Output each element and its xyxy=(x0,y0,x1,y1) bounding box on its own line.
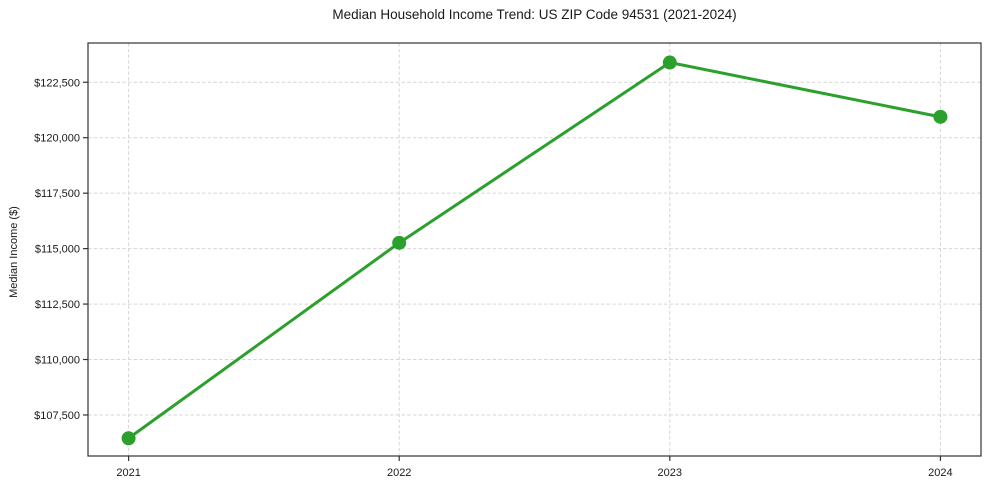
y-tick-label: $120,000 xyxy=(34,133,80,145)
y-tick-label: $107,500 xyxy=(34,410,80,422)
data-point xyxy=(933,109,948,124)
y-tick-label: $112,500 xyxy=(35,299,80,311)
data-point xyxy=(121,431,136,446)
y-tick-label: $115,000 xyxy=(35,244,80,256)
x-tick-label: 2022 xyxy=(387,467,411,479)
chart-title: Median Household Income Trend: US ZIP Co… xyxy=(332,7,737,22)
x-tick-label: 2023 xyxy=(658,467,682,479)
data-point xyxy=(662,55,677,70)
x-tick-label: 2021 xyxy=(116,467,140,479)
data-point xyxy=(392,235,407,250)
x-tick-label: 2024 xyxy=(928,467,952,479)
y-tick-label: $122,500 xyxy=(34,77,80,89)
y-tick-label: $117,500 xyxy=(35,188,80,200)
trend-line xyxy=(127,61,942,440)
y-axis-label: Median Income ($) xyxy=(8,206,20,298)
y-tick-label: $110,000 xyxy=(35,355,80,367)
plot-border xyxy=(87,42,982,457)
